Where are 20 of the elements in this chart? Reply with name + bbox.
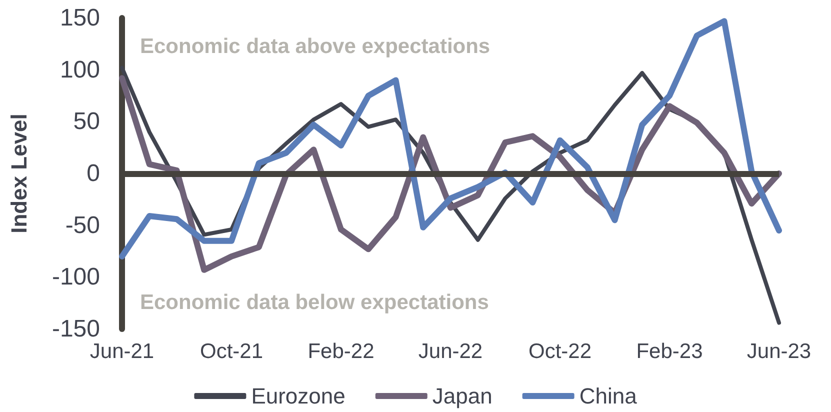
y-tick-label: -150 (52, 316, 100, 342)
annotation: Economic data above expectations (140, 35, 490, 58)
y-axis-title: Index Level (6, 114, 32, 234)
y-tick-label: -100 (52, 264, 100, 291)
legend-label: China (579, 384, 638, 408)
legend-label: Eurozone (251, 384, 346, 408)
legend-label: Japan (432, 384, 492, 408)
x-tick-label: Jun-23 (746, 340, 812, 363)
annotation: Economic data below expectations (140, 291, 489, 314)
y-tick-label: 100 (60, 56, 100, 84)
x-tick-label: Jun-21 (90, 340, 154, 363)
x-tick-label: Oct-22 (528, 340, 592, 363)
x-tick-label: Feb-22 (308, 340, 374, 363)
x-tick-label: Feb-23 (636, 340, 703, 363)
y-tick-label: 50 (73, 108, 100, 136)
y-tick-label: 0 (86, 160, 100, 187)
x-tick-label: Jun-22 (418, 340, 483, 363)
y-tick-label: 150 (60, 4, 100, 32)
x-tick-label: Oct-21 (200, 340, 264, 363)
y-tick-label: -50 (65, 212, 100, 239)
